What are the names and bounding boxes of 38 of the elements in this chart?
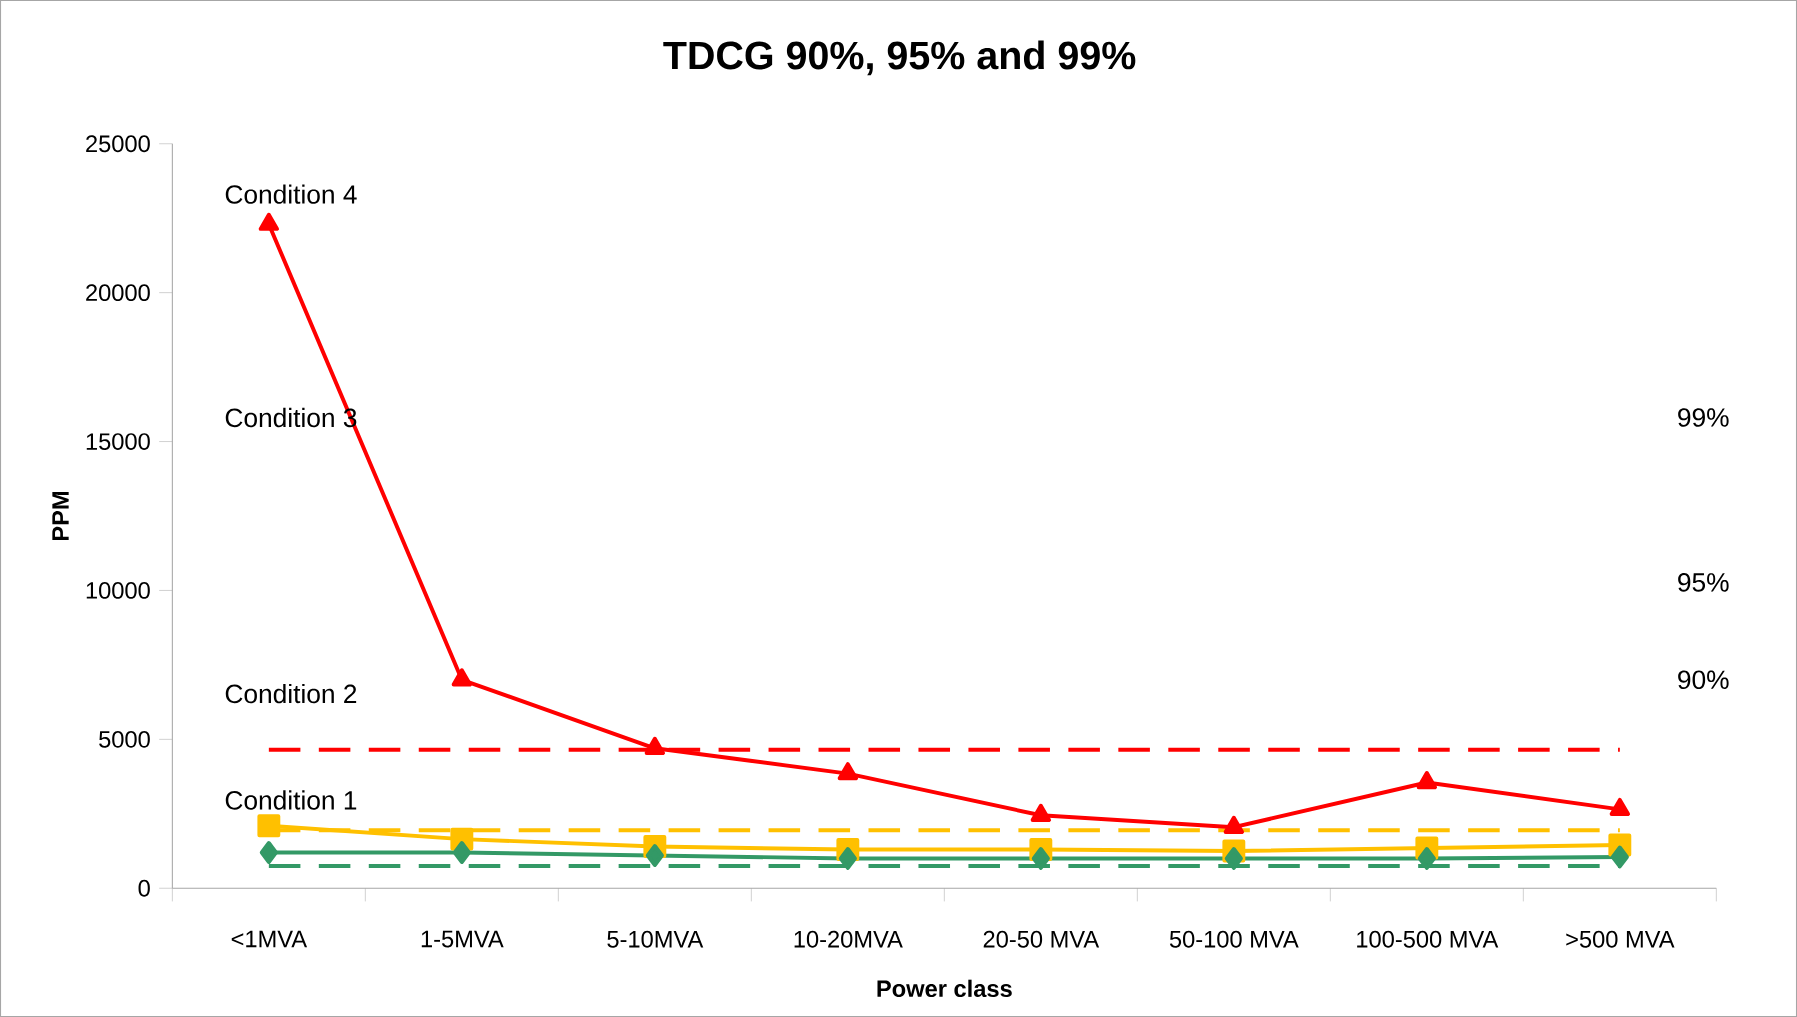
point (1609, 797, 1631, 817)
chart-title: TDCG 90%, 95% and 99% (663, 40, 1136, 76)
text: 95% (1678, 573, 1729, 592)
point (258, 212, 280, 231)
y-tick-label: 0 (138, 879, 150, 897)
point (1417, 847, 1436, 870)
point (451, 668, 473, 687)
y-tick-label: 25000 (86, 135, 150, 153)
text: 99% (1678, 408, 1729, 427)
x-tick-label: 50-100 MVA (1169, 930, 1299, 948)
y-axis-title: PPM (52, 491, 69, 541)
x-tick-label: >500 MVA (1566, 930, 1675, 948)
x-axis-title: Power class (877, 979, 1012, 998)
x-tick-label: 100-500 MVA (1357, 930, 1499, 948)
point (259, 841, 278, 864)
point (257, 814, 281, 838)
annotation: Condition 4 (225, 184, 357, 204)
x-tick-label: <1MVA (231, 930, 308, 948)
y-tick-label: 15000 (86, 433, 150, 450)
point (1416, 771, 1438, 790)
point (1224, 847, 1243, 870)
point (1610, 845, 1629, 869)
point (838, 847, 857, 870)
point (645, 844, 664, 867)
point (1031, 847, 1050, 870)
x-tick-label: 10-20MVA (794, 930, 903, 948)
text: 90% (1678, 670, 1729, 690)
y-tick-label: 20000 (86, 284, 150, 302)
point (837, 762, 859, 781)
x-tick-label: 1-5MVA (421, 930, 504, 948)
annotation: Condition 1 (225, 790, 357, 810)
annotation: Condition 2 (225, 683, 357, 704)
point (644, 736, 666, 755)
y-tick-label: 10000 (86, 582, 150, 599)
y-tick-label: 5000 (99, 730, 150, 748)
point (452, 841, 471, 864)
x-tick-label: 20-50 MVA (983, 930, 1100, 948)
x-tick-label: 5-10MVA (607, 930, 704, 948)
